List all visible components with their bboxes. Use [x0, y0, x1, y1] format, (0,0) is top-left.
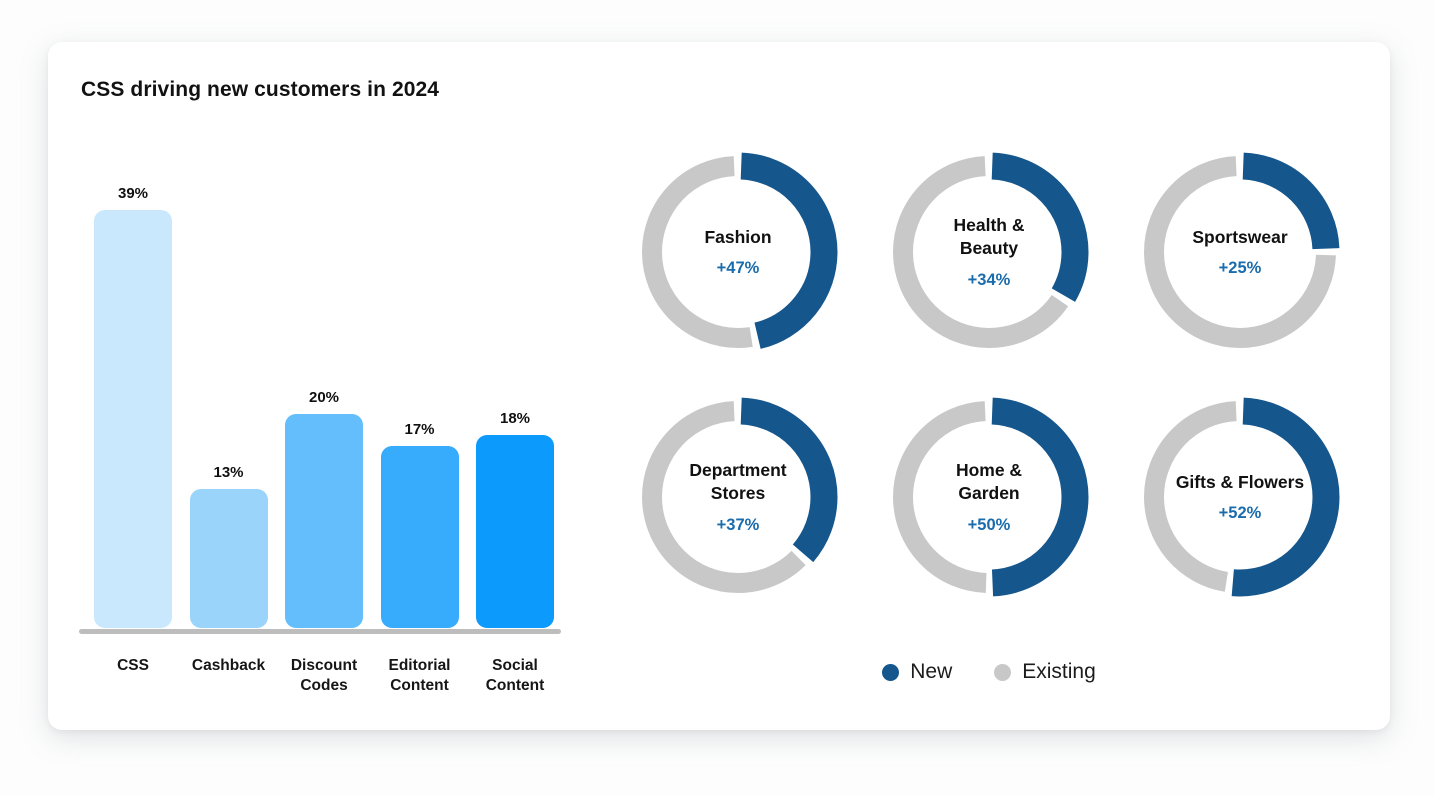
bar-chart-bars: 39% 13% 20% 17% 18%	[79, 178, 561, 628]
bar-category-label-discount-codes: Discount Codes	[290, 657, 358, 695]
donut-gifts-flowers: Gifts & Flowers +52%	[1140, 397, 1340, 597]
donut-ring	[889, 152, 1089, 352]
bar-css	[94, 210, 172, 628]
bar-chart-baseline	[79, 629, 561, 634]
bar-editorial-content	[380, 446, 459, 628]
bar-column-editorial-content: 17%	[380, 421, 459, 628]
legend-label: New	[910, 660, 953, 683]
bar-value-label: 17%	[404, 421, 435, 438]
bar-category-label-editorial-content: Editorial Content	[388, 657, 451, 695]
donut-ring	[1140, 397, 1340, 597]
donut-ring	[1140, 152, 1340, 352]
bar-column-social-content: 18%	[476, 410, 554, 628]
chart-legend: New Existing	[638, 660, 1340, 684]
donut-home-garden: Home & Garden +50%	[889, 397, 1089, 597]
page-title: CSS driving new customers in 2024	[81, 78, 440, 101]
donut-health-beauty: Health & Beauty +34%	[889, 152, 1089, 352]
legend-label: Existing	[1022, 660, 1096, 683]
legend-dot-icon	[882, 663, 900, 681]
donut-ring	[638, 152, 838, 352]
bar-value-label: 20%	[308, 389, 340, 406]
bar-value-label: 39%	[117, 185, 149, 202]
bar-category-label-social-content: Social Content	[485, 657, 545, 695]
bar-column-cashback: 13%	[189, 464, 268, 628]
legend-item-new: New	[882, 660, 952, 684]
bar-column-discount-codes: 20%	[285, 389, 363, 628]
bar-discount-codes	[285, 414, 363, 628]
bar-value-label: 13%	[213, 464, 244, 481]
legend-dot-icon	[994, 663, 1012, 681]
bar-chart: 39% 13% 20% 17% 18% CSS Cashback Discount Code…	[79, 178, 561, 696]
donut-grid: Fashion +47% Health & Beauty +34% Sportswear…	[638, 152, 1340, 597]
bar-social-content	[476, 435, 554, 628]
infographic-card: CSS driving new customers in 2024 39% 13%…	[48, 42, 1390, 730]
bar-cashback	[189, 489, 268, 628]
bar-chart-labels: CSS Cashback Discount Codes Editorial Conte…	[79, 656, 561, 696]
legend-item-existing: Existing	[994, 660, 1096, 684]
bar-category-label-cashback: Cashback	[191, 657, 266, 674]
donut-sportswear: Sportswear +25%	[1140, 152, 1340, 352]
donut-ring	[638, 397, 838, 597]
bar-column-css: 39%	[94, 185, 172, 628]
donut-department-stores: Department Stores +37%	[638, 397, 838, 597]
bar-value-label: 18%	[499, 410, 531, 427]
donut-fashion: Fashion +47%	[638, 152, 838, 352]
donut-ring	[889, 397, 1089, 597]
bar-category-label-css: CSS	[117, 657, 149, 674]
